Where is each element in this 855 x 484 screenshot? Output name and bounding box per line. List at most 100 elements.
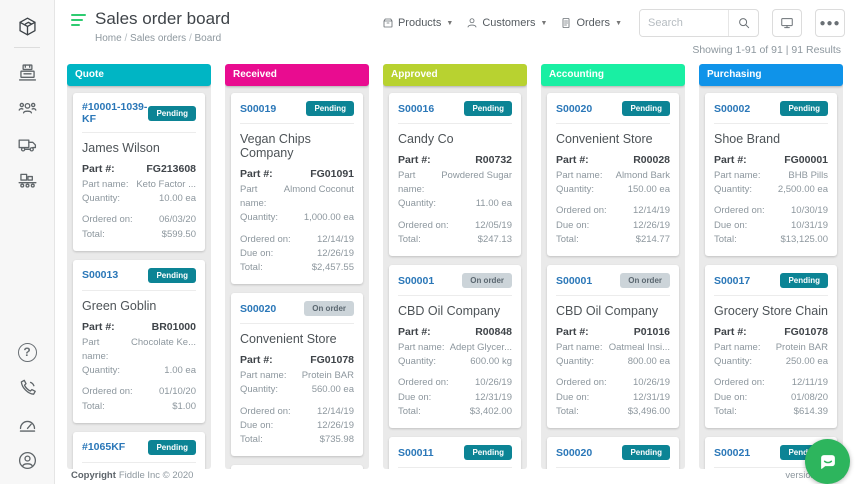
field-value: FG01078 xyxy=(310,354,354,367)
field-row: Part name: Powdered Sugar xyxy=(398,169,512,198)
products-menu[interactable]: Products ▼ xyxy=(382,17,453,29)
order-card[interactable]: S00017 Pending Grocery Store Chain Part #: F… xyxy=(705,265,837,428)
field-value: 11.00 ea xyxy=(475,198,512,210)
order-number-link[interactable]: S00016 xyxy=(398,102,435,115)
status-badge: On order xyxy=(462,273,512,288)
fiddle-logo-icon[interactable] xyxy=(12,11,42,41)
production-line-icon[interactable] xyxy=(12,165,42,195)
order-number-link[interactable]: S00020 xyxy=(556,102,593,115)
chevron-down-icon: ▼ xyxy=(540,19,548,27)
column-header: Quote xyxy=(67,64,211,86)
search-input[interactable] xyxy=(640,10,728,36)
chat-launcher-button[interactable] xyxy=(805,439,850,484)
field-label: Quantity: xyxy=(714,356,753,367)
order-card[interactable]: S00013 Pending Green Goblin Part #: BR01000 P… xyxy=(73,259,205,423)
field-label: Ordered on: xyxy=(240,233,291,245)
field-label: Quantity: xyxy=(398,198,437,210)
order-card[interactable]: S00002 Pending Shoe Brand Part #: FG00001 Par… xyxy=(705,93,837,256)
field-value: FG01078 xyxy=(784,326,828,338)
status-badge: Pending xyxy=(464,445,512,460)
field-label: Due on: xyxy=(240,419,274,431)
field-label: Total: xyxy=(398,405,421,417)
order-card[interactable]: S00020 Pending Convenient Store Part #: R000… xyxy=(547,93,679,256)
field-label: Total: xyxy=(714,405,737,417)
customer-name: Shoe Brand xyxy=(714,132,781,146)
order-card[interactable]: S00011PendingMoccasins IncPart #:237007P… xyxy=(389,437,521,469)
order-dates-group: Ordered on: 12/14/19 Due on: 12/26/19 Total:… xyxy=(240,405,354,448)
order-number-link[interactable]: S00020 xyxy=(240,302,277,315)
support-phone-icon[interactable] xyxy=(12,373,42,403)
field-label: Due on: xyxy=(240,247,274,259)
dashboard-gauge-icon[interactable] xyxy=(12,409,42,439)
field-label: Part #: xyxy=(556,154,589,166)
field-row: Quantity: 1,000.00 ea xyxy=(240,211,354,225)
field-label: Ordered on: xyxy=(82,214,133,226)
order-number-link[interactable]: #1065KF xyxy=(82,441,126,454)
field-value: 06/03/20 xyxy=(159,214,196,226)
order-number-link[interactable]: S00001 xyxy=(556,274,593,287)
field-row: Ordered on: 12/14/19 xyxy=(556,204,670,218)
order-card-header: S00020 Pending xyxy=(556,101,670,124)
customer-name: Candy Co xyxy=(398,132,454,146)
more-options-button[interactable]: ●●● xyxy=(815,9,845,37)
status-badge: Pending xyxy=(464,101,512,116)
order-card[interactable]: S00001 On order CBD Oil Company Part #: P010… xyxy=(547,265,679,428)
breadcrumb: HomeSales ordersBoard xyxy=(95,33,230,44)
breadcrumb-sales-orders[interactable]: Sales orders xyxy=(130,33,194,44)
field-label: Total: xyxy=(240,262,263,273)
order-number-link[interactable]: S00021 xyxy=(714,446,751,459)
order-number-link[interactable]: S00011 xyxy=(398,446,434,459)
order-card[interactable]: S00020 On order Convenient Store Part #: FG0… xyxy=(231,293,363,457)
field-value: $735.98 xyxy=(319,434,354,445)
order-card[interactable]: S00001 On order CBD Oil Company Part #: R008… xyxy=(389,265,521,428)
order-number-link[interactable]: S00013 xyxy=(82,269,119,282)
customers-menu[interactable]: Customers ▼ xyxy=(466,17,547,29)
order-card[interactable]: S00019 Pending Vegan Chips Company Part #: F… xyxy=(231,93,363,285)
breadcrumb-home[interactable]: Home xyxy=(95,33,130,44)
field-value: $1.00 xyxy=(172,400,196,412)
sales-station-icon[interactable] xyxy=(12,57,42,87)
order-card-header: S00020 Pending xyxy=(556,445,670,468)
order-number-link[interactable]: S00002 xyxy=(714,102,751,115)
order-number-link[interactable]: S00001 xyxy=(398,274,435,287)
board-menu-icon[interactable] xyxy=(71,12,86,26)
field-label: Part #: xyxy=(82,320,115,333)
order-card[interactable]: S00016 Pending Candy Co Part #: R00732 Part n… xyxy=(389,93,521,256)
customers-menu-label: Customers xyxy=(482,17,536,29)
field-value: FG213608 xyxy=(146,163,196,175)
field-row: Quantity: 11.00 ea xyxy=(398,197,512,211)
order-number-link[interactable]: S00019 xyxy=(240,102,277,115)
board-column-accounting: Accounting S00020 Pending Convenient Store P… xyxy=(541,64,685,469)
order-card[interactable]: #1065KFPendingJill FiddlePart #:carbon-o… xyxy=(73,431,205,469)
field-row: Ordered on: 01/10/20 xyxy=(82,385,196,399)
order-number-link[interactable]: S00017 xyxy=(714,274,751,287)
order-card[interactable]: #10001-1039-KF Pending James Wilson Part #:… xyxy=(73,93,205,251)
order-number-link[interactable]: #10001-1039-KF xyxy=(82,101,148,125)
field-row: Ordered on: 12/05/19 xyxy=(398,219,512,233)
copyright-text: Copyright Fiddle Inc © 2020 xyxy=(71,470,193,481)
card-stack: #10001-1039-KF Pending James Wilson Part #:… xyxy=(67,86,211,469)
account-icon[interactable] xyxy=(12,445,42,475)
help-icon[interactable]: ? xyxy=(12,337,42,367)
order-card-header: S00020 On order xyxy=(240,301,354,325)
field-row: Part name: Almond Bark xyxy=(556,169,670,183)
shipping-truck-icon[interactable] xyxy=(12,129,42,159)
display-mode-button[interactable] xyxy=(772,9,802,37)
orders-menu[interactable]: Orders ▼ xyxy=(560,17,622,29)
status-badge: Pending xyxy=(622,445,670,460)
field-value: 2,500.00 ea xyxy=(777,184,828,195)
search-group xyxy=(639,9,759,37)
field-label: Quantity: xyxy=(82,365,121,376)
field-row: Quantity: 560.00 ea xyxy=(240,383,354,397)
customers-group-icon[interactable] xyxy=(12,93,42,123)
order-number-link[interactable]: S00020 xyxy=(556,446,593,459)
field-label: Total: xyxy=(240,434,263,445)
field-label: Total: xyxy=(398,233,421,245)
status-badge: On order xyxy=(620,273,670,288)
customer-name: CBD Oil Company xyxy=(556,304,659,318)
field-label: Part #: xyxy=(240,354,273,367)
search-button[interactable] xyxy=(728,10,758,36)
